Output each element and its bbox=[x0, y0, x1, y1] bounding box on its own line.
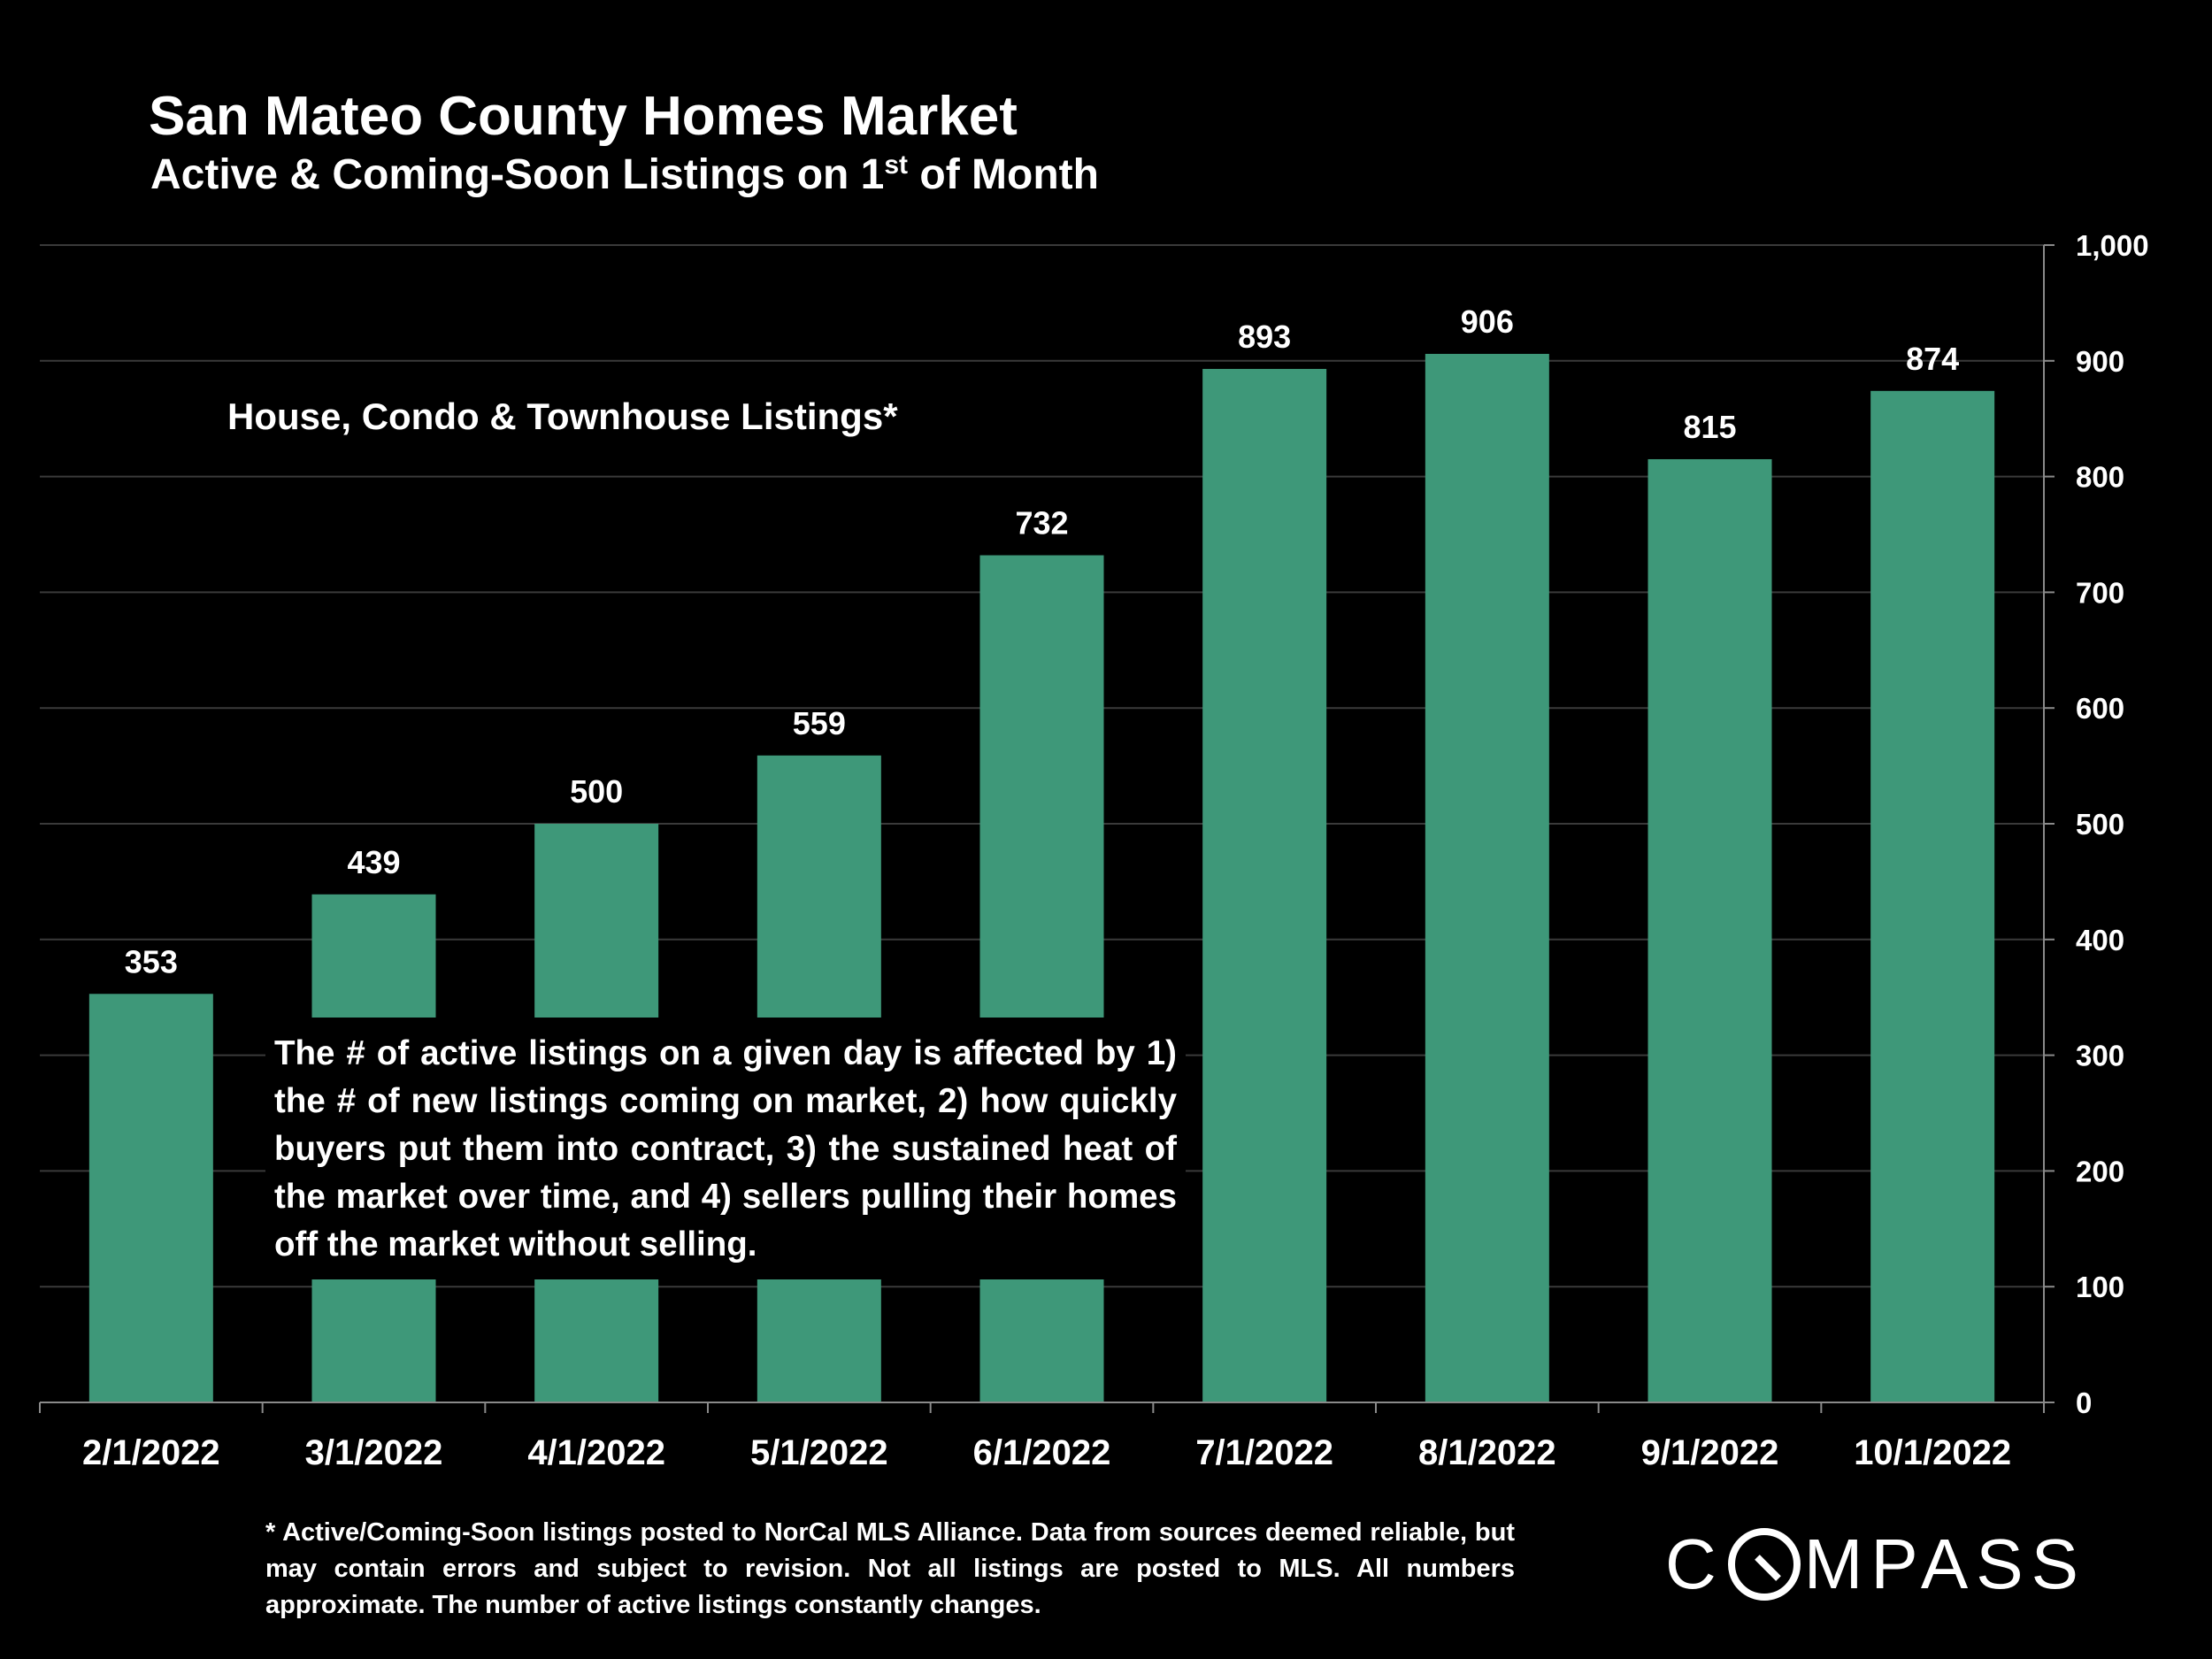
y-tick-label: 500 bbox=[2076, 808, 2124, 841]
x-tick-label: 5/1/2022 bbox=[750, 1433, 888, 1472]
y-tick-labels: 0 100 200 300 400 500 600 700 800 900 1,000 bbox=[2076, 229, 2149, 1419]
x-tick-labels: 2/1/2022 3/1/2022 4/1/2022 5/1/2022 6/1/2022… bbox=[82, 1433, 2011, 1472]
chart-subtitle: Active & Coming-Soon Listings on 1st of … bbox=[150, 150, 1099, 199]
x-tick-label: 3/1/2022 bbox=[305, 1433, 443, 1472]
x-tick-label: 10/1/2022 bbox=[1854, 1433, 2011, 1472]
series-label: House, Condo & Townhouse Listings* bbox=[227, 396, 898, 437]
bar bbox=[88, 994, 213, 1402]
data-label: 439 bbox=[347, 844, 400, 880]
subtitle-main: Active & Coming-Soon Listings on 1 bbox=[150, 151, 885, 198]
subtitle-superscript: st bbox=[884, 150, 909, 180]
x-tick-label: 9/1/2022 bbox=[1641, 1433, 1779, 1472]
y-tick-label: 700 bbox=[2076, 576, 2124, 609]
bar bbox=[1647, 458, 1772, 1402]
data-label: 500 bbox=[570, 773, 623, 810]
axes bbox=[39, 244, 2055, 1413]
logo-letter-c: C bbox=[1665, 1525, 1724, 1603]
data-label: 893 bbox=[1238, 319, 1291, 355]
data-label: 353 bbox=[125, 943, 178, 979]
y-tick-label: 300 bbox=[2076, 1040, 2124, 1072]
subtitle-end: of Month bbox=[908, 151, 1099, 198]
x-tick-label: 4/1/2022 bbox=[527, 1433, 665, 1472]
y-tick-label: 0 bbox=[2076, 1386, 2092, 1419]
y-tick-label: 200 bbox=[2076, 1155, 2124, 1187]
x-tick-label: 6/1/2022 bbox=[973, 1433, 1111, 1472]
data-label: 815 bbox=[1683, 409, 1736, 445]
x-tick-label: 8/1/2022 bbox=[1418, 1433, 1556, 1472]
data-label: 874 bbox=[1906, 341, 1959, 377]
bar bbox=[1202, 368, 1327, 1402]
y-tick-label: 400 bbox=[2076, 924, 2124, 956]
data-label: 732 bbox=[1015, 505, 1068, 541]
y-tick-label: 1,000 bbox=[2076, 229, 2149, 262]
data-label: 906 bbox=[1461, 303, 1514, 340]
logo-o-icon bbox=[1727, 1528, 1801, 1601]
y-tick-label: 600 bbox=[2076, 692, 2124, 725]
y-tick-label: 900 bbox=[2076, 345, 2124, 378]
y-tick-label: 100 bbox=[2076, 1271, 2124, 1303]
annotation-note: The # of active listings on a given day … bbox=[265, 1018, 1186, 1279]
y-tick-label: 800 bbox=[2076, 461, 2124, 494]
compass-logo: C MPASS bbox=[1665, 1524, 2086, 1605]
x-tick-label: 7/1/2022 bbox=[1195, 1433, 1333, 1472]
logo-letters: MPASS bbox=[1803, 1525, 2086, 1603]
bar bbox=[1425, 353, 1549, 1402]
footnote: * Active/Coming-Soon listings posted to … bbox=[265, 1518, 1515, 1619]
data-labels: 353 439 500 559 732 893 906 815 874 bbox=[125, 303, 1959, 979]
x-tick-label: 2/1/2022 bbox=[82, 1433, 220, 1472]
data-label: 559 bbox=[793, 705, 846, 741]
bar bbox=[1870, 390, 1995, 1403]
chart-title: San Mateo County Homes Market bbox=[149, 86, 1018, 147]
